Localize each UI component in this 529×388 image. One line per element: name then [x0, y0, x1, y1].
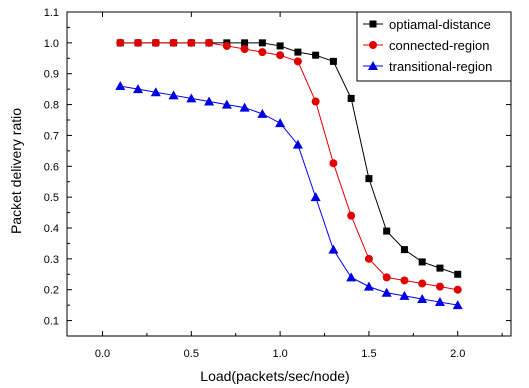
data-point	[222, 41, 231, 50]
data-point	[328, 244, 339, 254]
legend-label: transitional-region	[389, 59, 492, 74]
data-point	[329, 159, 338, 168]
series-connected-region	[116, 38, 462, 294]
data-point	[383, 227, 391, 235]
y-tick-label: 1.1	[44, 7, 59, 19]
data-point	[434, 297, 445, 307]
data-point	[187, 38, 196, 47]
data-point	[276, 51, 285, 60]
y-tick-label: 0.7	[44, 130, 59, 142]
data-point	[294, 48, 302, 56]
y-tick-label: 0.9	[44, 69, 59, 81]
x-tick-label: 1.5	[361, 348, 376, 360]
data-point	[239, 102, 250, 112]
y-tick-label: 0.4	[44, 223, 59, 235]
data-point	[168, 90, 179, 100]
data-point	[221, 99, 232, 109]
y-tick-label: 0.5	[44, 192, 59, 204]
data-point	[240, 45, 249, 54]
data-point	[435, 282, 444, 291]
data-point	[363, 281, 374, 291]
data-point	[134, 38, 143, 47]
data-point	[257, 108, 268, 118]
data-point	[311, 97, 320, 106]
legend-marker	[369, 20, 377, 28]
data-point	[186, 93, 197, 103]
data-point	[436, 264, 444, 272]
data-point	[204, 96, 215, 106]
y-tick-label: 0.6	[44, 161, 59, 173]
x-tick-label: 0.5	[184, 348, 199, 360]
data-point	[417, 293, 428, 303]
data-point	[293, 57, 302, 66]
data-point	[169, 38, 178, 47]
data-point	[133, 84, 144, 94]
data-point	[292, 139, 303, 149]
data-point	[365, 175, 373, 183]
y-tick-label: 0.2	[44, 285, 59, 297]
data-point	[347, 211, 356, 220]
data-point	[310, 192, 321, 202]
data-point	[453, 285, 462, 294]
data-point	[381, 287, 392, 297]
plot-area-frame	[66, 11, 512, 337]
x-tick-label: 0.0	[95, 348, 110, 360]
data-point	[364, 254, 373, 263]
data-point	[347, 94, 355, 102]
data-point	[258, 39, 266, 47]
data-point	[418, 279, 427, 288]
data-point	[115, 81, 126, 91]
y-tick-label: 0.3	[44, 254, 59, 266]
data-point	[275, 118, 286, 128]
data-point	[258, 48, 267, 57]
x-tick-label: 1.0	[272, 348, 287, 360]
x-axis-label: Load(packets/sec/node)	[200, 368, 349, 384]
data-point	[205, 38, 214, 47]
data-point	[382, 273, 391, 282]
data-point	[150, 87, 161, 97]
y-tick-label: 1.0	[44, 38, 59, 50]
data-point	[116, 38, 125, 47]
data-point	[400, 276, 409, 285]
data-point	[276, 42, 284, 50]
y-tick-label: 0.1	[44, 316, 59, 328]
legend-marker	[368, 61, 378, 70]
data-point	[454, 270, 462, 278]
x-tick-label: 2.0	[450, 348, 465, 360]
data-point	[346, 272, 357, 282]
data-point	[329, 57, 337, 65]
data-point	[400, 246, 408, 254]
data-point	[151, 38, 160, 47]
data-point	[418, 258, 426, 266]
data-point	[452, 300, 463, 310]
legend-label: connected-region	[389, 38, 489, 53]
series-transitional-region	[115, 81, 463, 310]
y-tick-label: 0.8	[44, 100, 59, 112]
legend-marker	[369, 41, 377, 49]
legend-label: optiamal-distance	[389, 17, 491, 32]
data-point	[399, 290, 410, 300]
y-axis-label: Packet delivery ratio	[8, 108, 24, 234]
data-point	[312, 51, 320, 59]
data-point	[241, 39, 249, 47]
